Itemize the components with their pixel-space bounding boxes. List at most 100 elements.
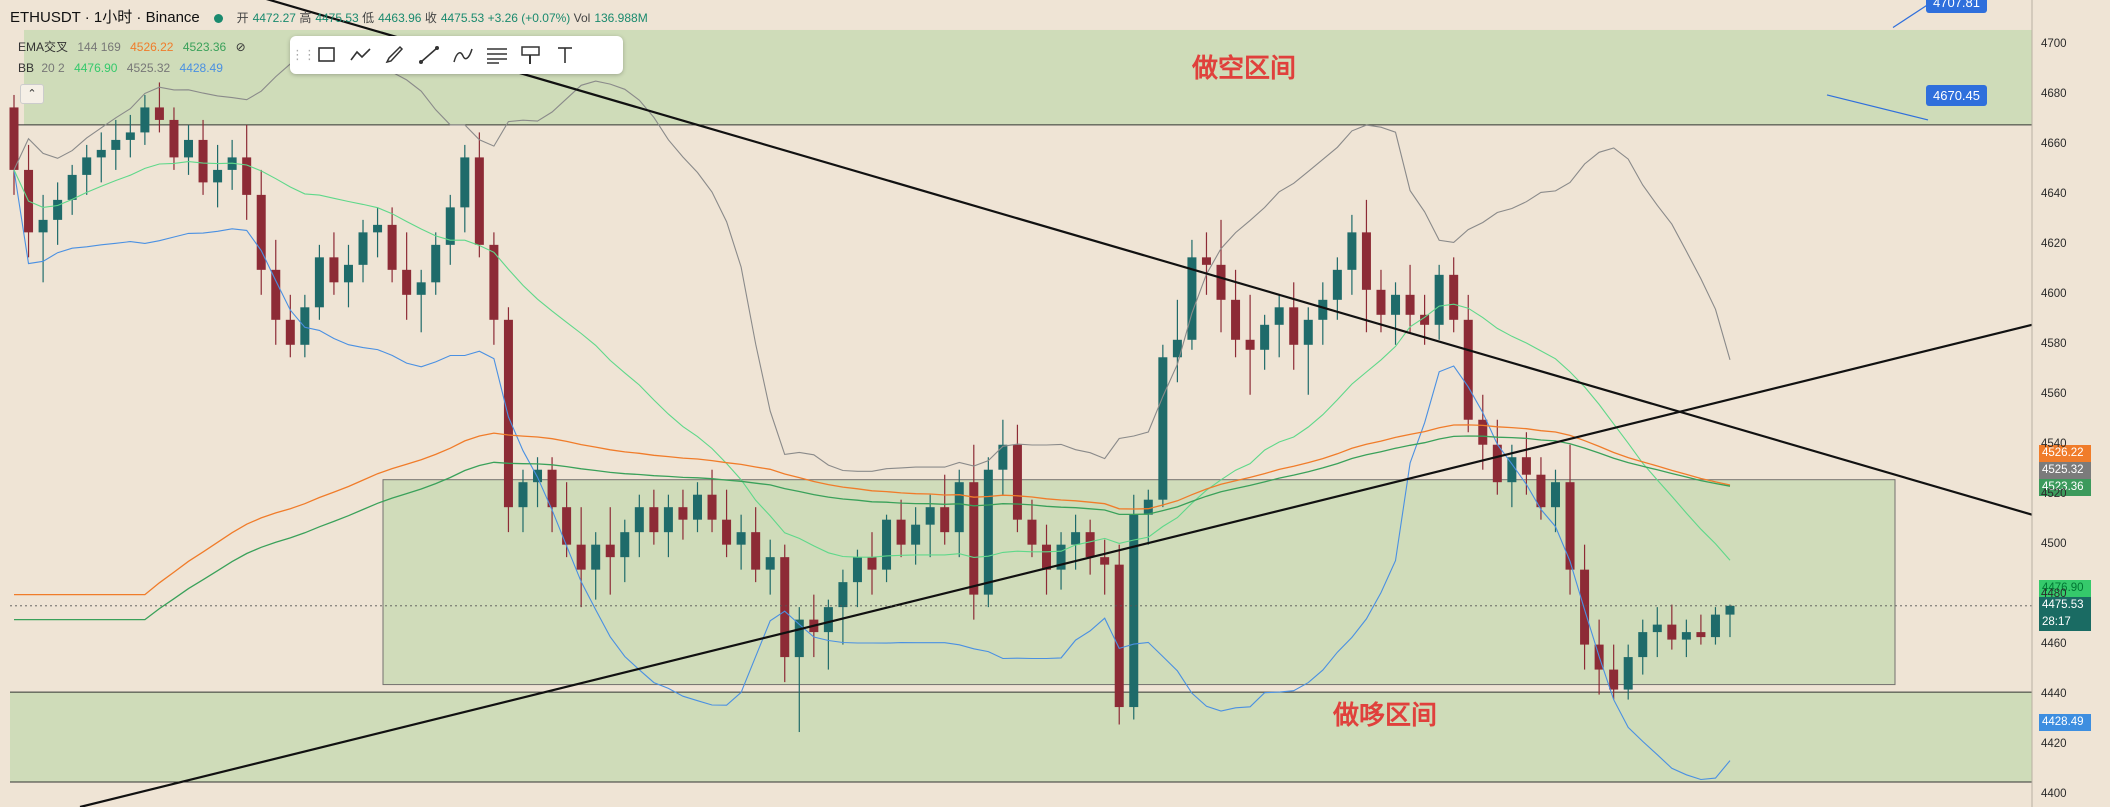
candle-body (940, 507, 950, 533)
candle-body (1623, 657, 1633, 690)
candle-body (358, 232, 368, 265)
bb-basis-line (13, 161, 1731, 561)
candle-body (402, 269, 412, 295)
drag-handle-icon[interactable]: ⋮⋮ (291, 47, 316, 62)
price-tick: 4700 (2041, 37, 2067, 50)
bb-label: BB (18, 61, 35, 75)
candle-body (562, 507, 572, 545)
price-tick: 4620 (2041, 237, 2067, 250)
candle-body (1681, 632, 1691, 640)
price-tick: 4660 (2041, 137, 2067, 150)
candle-body (184, 139, 194, 158)
candle-body (38, 219, 48, 233)
candle-body (1143, 499, 1153, 515)
candle-body (620, 532, 630, 558)
ema1-price-label: 4526.22 (2039, 445, 2091, 462)
text-fields-icon[interactable] (480, 40, 514, 70)
price-tick: 4640 (2041, 187, 2067, 200)
candle-body (736, 532, 746, 545)
long-zone-label: 做哆区间 (1333, 700, 1438, 730)
candle-body (1187, 257, 1197, 340)
ema-params: 144 169 (77, 40, 121, 54)
candle-body (780, 557, 790, 658)
candle-body (1550, 482, 1560, 508)
price-tick: 4480 (2041, 587, 2067, 600)
eye-off-icon[interactable]: ⊘ (235, 40, 246, 54)
candle-body (1638, 632, 1648, 658)
candle-body (1012, 444, 1022, 520)
candle-body (1158, 357, 1168, 500)
candle-body (1536, 474, 1546, 508)
candle-body (416, 282, 426, 295)
candle-body (911, 524, 921, 545)
bb-basis-value: 4476.90 (74, 61, 118, 75)
candle-body (1667, 624, 1677, 640)
candle-body (1274, 307, 1284, 325)
price-tick: 4460 (2041, 637, 2067, 650)
candle-body (1391, 294, 1401, 315)
symbol-title[interactable]: ETHUSDT · 1小时 · Binance (10, 9, 200, 26)
drawing-price-tag[interactable]: 4670.45 (1926, 85, 1987, 106)
bb-indicator-legend[interactable]: BB 20 2 4476.90 4525.32 4428.49 (18, 61, 223, 75)
candle-body (518, 482, 528, 508)
candle-body (111, 139, 121, 150)
price-tick: 4560 (2041, 387, 2067, 400)
bb-lower-price-label: 4428.49 (2039, 714, 2091, 731)
candle-body (998, 444, 1008, 470)
candle-body (125, 132, 135, 140)
volume-value: 136.988M (594, 11, 648, 25)
candle-body (169, 119, 179, 158)
candle-body (1696, 632, 1706, 638)
path-icon[interactable] (446, 40, 480, 70)
candle-body (692, 494, 702, 520)
candle-body (314, 257, 324, 308)
candle-body (969, 482, 979, 595)
candle-body (591, 544, 601, 570)
ema-169-line (14, 435, 1731, 621)
price-tick: 4520 (2041, 487, 2067, 500)
candle-body (9, 107, 19, 170)
candle-body (329, 257, 339, 283)
candle-body (1332, 269, 1342, 300)
brush-icon[interactable] (378, 40, 412, 70)
rectangle-icon[interactable] (310, 40, 344, 70)
ema-indicator-legend[interactable]: EMA交叉 144 169 4526.22 4523.36 ⊘ (18, 38, 246, 55)
collapse-legend-button[interactable]: ⌃ (20, 84, 44, 104)
candle-body (1420, 314, 1430, 325)
candle-body (1114, 564, 1124, 708)
text-icon[interactable] (548, 40, 582, 70)
ema-label: EMA交叉 (18, 40, 69, 54)
blue-ray (1826, 94, 1929, 121)
candle-body (1521, 457, 1531, 475)
candle-body (663, 507, 673, 533)
candle-body (154, 107, 164, 120)
candle-body (678, 507, 688, 520)
price-tick: 4600 (2041, 287, 2067, 300)
price-tick: 4500 (2041, 537, 2067, 550)
candle-body (1492, 444, 1502, 483)
candle-body (1129, 514, 1139, 708)
candle-body (1725, 605, 1735, 615)
drawing-price-tag-top[interactable]: 4707.81 (1926, 0, 1987, 13)
candle-body (867, 557, 877, 570)
bb-upper-price-label: 4525.32 (2039, 462, 2091, 479)
candle-body (1172, 339, 1182, 358)
countdown-label: 28:17 (2039, 614, 2091, 631)
candle-body (96, 149, 106, 158)
market-status-icon (213, 13, 223, 23)
candle-body (1609, 669, 1619, 690)
candle-body (1347, 232, 1357, 270)
candle-body (1027, 519, 1037, 545)
ema-144-line (14, 424, 1731, 596)
price-tick: 4400 (2041, 787, 2067, 800)
paint-icon[interactable] (514, 40, 548, 70)
polyline-icon[interactable] (344, 40, 378, 70)
open-value: 4472.27 (252, 11, 296, 25)
trendline-icon[interactable] (412, 40, 446, 70)
candle-body (1042, 544, 1052, 570)
candle-body (82, 157, 92, 175)
candle-body (1580, 569, 1590, 645)
ema2-price-label: 4523.36 (2039, 479, 2091, 496)
